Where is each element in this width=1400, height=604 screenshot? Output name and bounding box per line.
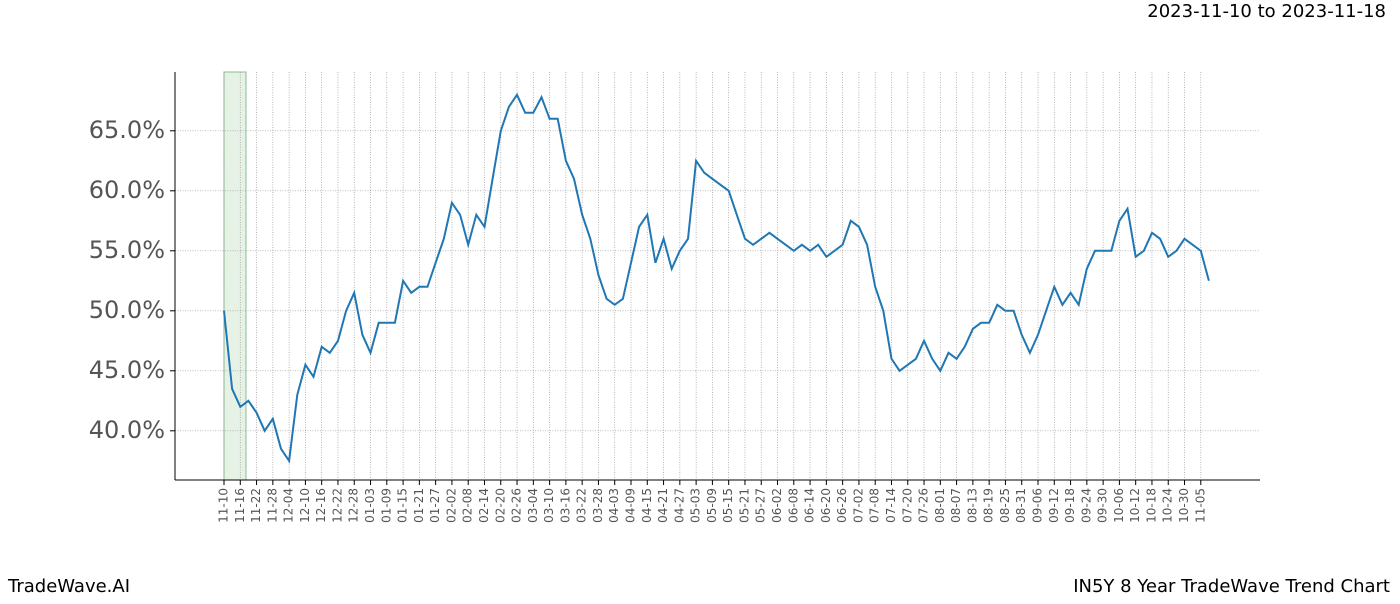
- x-tick-label: 08-19: [982, 488, 996, 523]
- x-tick-label: 06-02: [770, 488, 784, 523]
- x-tick-label: 04-15: [640, 488, 654, 523]
- y-tick-label: 50.0%: [89, 296, 165, 324]
- x-tick-label: 06-26: [835, 488, 849, 523]
- highlight-band: [223, 71, 247, 481]
- chart-title: IN5Y 8 Year TradeWave Trend Chart: [1073, 576, 1390, 597]
- x-tick-label: 11-28: [265, 488, 279, 523]
- x-tick-label: 05-27: [754, 488, 768, 523]
- x-tick-label: 08-31: [1014, 488, 1028, 523]
- x-tick-label: 03-22: [575, 488, 589, 523]
- x-tick-label: 09-06: [1031, 488, 1045, 523]
- x-tick-label: 11-16: [233, 488, 247, 523]
- y-tick-label: 60.0%: [89, 176, 165, 204]
- y-tick-label: 40.0%: [89, 416, 165, 444]
- x-tick-label: 11-22: [249, 488, 263, 523]
- x-tick-label: 02-26: [510, 488, 524, 523]
- x-tick-label: 04-03: [607, 488, 621, 523]
- x-tick-label: 07-02: [851, 488, 865, 523]
- x-tick-label: 04-09: [624, 488, 638, 523]
- x-tick-label: 01-09: [379, 488, 393, 523]
- x-tick-label: 09-18: [1063, 488, 1077, 523]
- x-tick-label: 02-02: [444, 488, 458, 523]
- x-tick-label: 11-05: [1193, 488, 1207, 523]
- brand: TradeWave.AI: [7, 576, 130, 597]
- x-tick-label: 08-01: [933, 488, 947, 523]
- x-tick-label: 07-20: [900, 488, 914, 523]
- x-tick-label: 09-24: [1079, 488, 1093, 523]
- x-tick-label: 12-16: [314, 488, 328, 523]
- trend-line: [223, 92, 1210, 464]
- x-tick-label: 12-28: [347, 488, 361, 523]
- x-tick-label: 10-06: [1112, 488, 1126, 523]
- x-tick-label: 09-30: [1096, 488, 1110, 523]
- x-tick-label: 01-21: [412, 488, 426, 523]
- y-tick-label: 45.0%: [89, 356, 165, 384]
- x-tick-label: 05-21: [737, 488, 751, 523]
- x-tick-label: 03-04: [526, 488, 540, 523]
- x-tick-label: 02-08: [461, 488, 475, 523]
- x-tick-label: 10-12: [1128, 488, 1142, 523]
- x-tick-label: 07-14: [884, 488, 898, 523]
- x-tick-label: 10-24: [1161, 488, 1175, 523]
- x-tick-label: 05-15: [721, 488, 735, 523]
- x-tick-label: 06-14: [803, 488, 817, 523]
- x-tick-label: 12-04: [282, 488, 296, 523]
- x-tick-label: 02-20: [493, 488, 507, 523]
- x-tick-label: 01-27: [428, 488, 442, 523]
- x-tick-label: 06-08: [786, 488, 800, 523]
- x-tick-label: 11-10: [217, 488, 231, 523]
- x-tick-label: 10-18: [1144, 488, 1158, 523]
- x-tick-label: 08-25: [998, 488, 1012, 523]
- x-tick-label: 08-07: [949, 488, 963, 523]
- x-tick-label: 02-14: [477, 488, 491, 523]
- date-range: 2023-11-10 to 2023-11-18: [1147, 1, 1386, 22]
- x-tick-label: 01-15: [396, 488, 410, 523]
- x-tick-label: 05-09: [705, 488, 719, 523]
- x-tick-label: 03-16: [558, 488, 572, 523]
- x-tick-label: 04-21: [656, 488, 670, 523]
- x-tick-label: 05-03: [689, 488, 703, 523]
- x-tick-label: 08-13: [965, 488, 979, 523]
- y-tick-label: 65.0%: [89, 116, 165, 144]
- y-tick-label: 55.0%: [89, 236, 165, 264]
- x-tick-label: 06-20: [819, 488, 833, 523]
- x-tick-label: 10-30: [1177, 488, 1191, 523]
- x-tick-label: 04-27: [672, 488, 686, 523]
- x-tick-label: 03-10: [542, 488, 556, 523]
- x-tick-label: 12-10: [298, 488, 312, 523]
- x-tick-label: 09-12: [1047, 488, 1061, 523]
- x-tick-label: 03-28: [591, 488, 605, 523]
- x-tick-label: 07-08: [868, 488, 882, 523]
- x-tick-label: 01-03: [363, 488, 377, 523]
- x-tick-label: 12-22: [330, 488, 344, 523]
- x-tick-label: 07-26: [917, 488, 931, 523]
